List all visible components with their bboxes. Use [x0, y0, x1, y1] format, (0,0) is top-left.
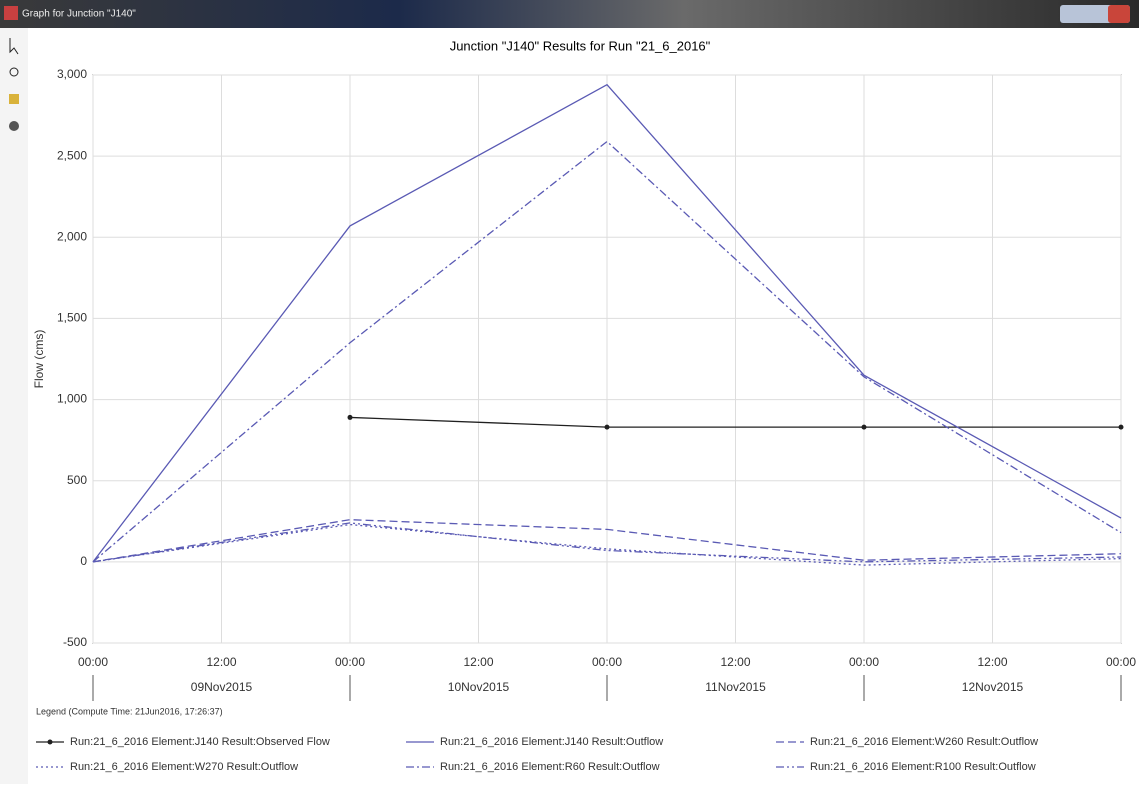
x-tick-label: 00:00: [78, 655, 108, 669]
y-tick-label: -500: [63, 635, 87, 649]
x-tick-label: 12:00: [720, 655, 750, 669]
window-title: Graph for Junction "J140": [22, 9, 136, 20]
toolbar: [0, 28, 28, 784]
print-tool[interactable]: [9, 121, 19, 131]
series-marker: [348, 415, 353, 420]
x-tick-label: 00:00: [849, 655, 879, 669]
y-tick-label: 1,500: [57, 311, 87, 325]
legend-label: Run:21_6_2016 Element:J140 Result:Observ…: [70, 736, 330, 748]
y-tick-label: 2,000: [57, 229, 87, 243]
y-tick-label: 500: [67, 473, 87, 487]
legend-label: Run:21_6_2016 Element:W270 Result:Outflo…: [70, 761, 298, 773]
date-label: 10Nov2015: [448, 680, 510, 694]
title-bar: [0, 0, 1139, 28]
legend-label: Run:21_6_2016 Element:J140 Result:Outflo…: [440, 736, 663, 748]
window-icon: [4, 6, 18, 20]
properties-tool[interactable]: [9, 94, 19, 104]
series-marker: [605, 425, 610, 430]
chart-title: Junction "J140" Results for Run "21_6_20…: [450, 38, 711, 53]
x-tick-label: 12:00: [463, 655, 493, 669]
y-tick-label: 0: [80, 554, 87, 568]
x-tick-label: 12:00: [206, 655, 236, 669]
legend-label: Run:21_6_2016 Element:W260 Result:Outflo…: [810, 736, 1038, 748]
date-label: 11Nov2015: [705, 680, 766, 694]
page: Graph for Junction "J140" Junction "J140…: [0, 0, 1139, 784]
x-tick-label: 00:00: [335, 655, 365, 669]
y-tick-label: 3,000: [57, 67, 87, 81]
legend-marker: [48, 740, 53, 745]
x-tick-label: 00:00: [1106, 655, 1136, 669]
series-marker: [862, 425, 867, 430]
close-button[interactable]: [1108, 5, 1130, 23]
x-tick-label: 00:00: [592, 655, 622, 669]
date-label: 12Nov2015: [962, 680, 1024, 694]
window: Graph for Junction "J140" Junction "J140…: [0, 0, 1139, 784]
legend-title: Legend (Compute Time: 21Jun2016, 17:26:3…: [36, 706, 223, 716]
legend-label: Run:21_6_2016 Element:R100 Result:Outflo…: [810, 761, 1036, 773]
legend-label: Run:21_6_2016 Element:R60 Result:Outflow: [440, 761, 660, 773]
date-label: 09Nov2015: [191, 680, 253, 694]
series-marker: [1119, 425, 1124, 430]
y-tick-label: 2,500: [57, 148, 87, 162]
y-tick-label: 1,000: [57, 392, 87, 406]
x-tick-label: 12:00: [977, 655, 1007, 669]
y-axis-label: Flow (cms): [32, 330, 46, 389]
